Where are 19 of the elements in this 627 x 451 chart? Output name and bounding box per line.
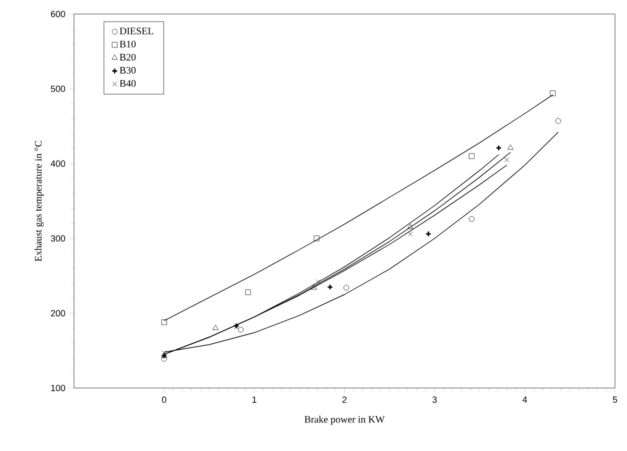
x-tick-label: 3 (432, 396, 437, 403)
y-tick-label: 400 (50, 160, 66, 167)
legend-label: B20 (120, 54, 136, 61)
y-axis-title: Exhaust gas temperature in $^{o}$C (34, 140, 44, 262)
x-tick-label: 5 (612, 396, 618, 403)
y-tick-label: 300 (50, 235, 66, 242)
legend-label: DIESEL (120, 28, 154, 34)
y-tick-label: 500 (50, 86, 66, 92)
y-tick-label: 200 (50, 310, 66, 316)
x-tick-label: 0 (162, 396, 166, 403)
y-tick-label: 100 (51, 384, 66, 392)
x-tick-label: 4 (522, 396, 528, 403)
x-tick-label: 2 (342, 396, 347, 403)
legend-label: B40 (120, 80, 136, 87)
legend-label: B10 (120, 40, 136, 48)
x-axis-title: Brake power in KW (304, 416, 385, 425)
legend-label: B30 (120, 66, 136, 74)
x-tick-label: 1 (252, 396, 256, 403)
y-tick-label: 600 (50, 10, 66, 18)
